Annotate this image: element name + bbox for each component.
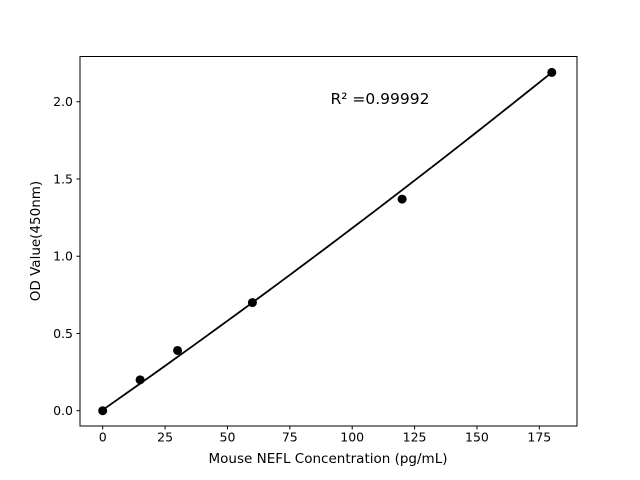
y-tick-label: 1.5 xyxy=(53,171,73,186)
data-point xyxy=(135,375,145,385)
data-point xyxy=(547,67,557,77)
y-tick-label: 0.0 xyxy=(53,403,73,418)
data-point xyxy=(98,406,108,416)
x-tick-label: 100 xyxy=(340,430,364,445)
x-tick-label: 0 xyxy=(99,430,107,445)
x-tick-label: 150 xyxy=(465,430,489,445)
x-axis-label: Mouse NEFL Concentration (pg/mL) xyxy=(208,451,448,467)
x-tick-label: 75 xyxy=(282,430,298,445)
data-point xyxy=(397,194,407,204)
data-point xyxy=(173,345,183,355)
x-tick-label: 125 xyxy=(403,430,427,445)
data-point xyxy=(247,298,257,308)
y-tick-label: 2.0 xyxy=(53,94,73,109)
fit-line xyxy=(101,71,553,411)
x-tick-label: 175 xyxy=(527,430,551,445)
y-axis-label: OD Value(450nm) xyxy=(28,180,44,302)
x-tick-label: 25 xyxy=(157,430,173,445)
y-tick-label: 1.0 xyxy=(53,249,73,264)
x-tick-label: 50 xyxy=(220,430,236,445)
plot-frame xyxy=(79,56,578,427)
r-squared-annotation: R² =0.99992 xyxy=(330,90,430,108)
y-tick-label: 0.5 xyxy=(53,326,73,341)
